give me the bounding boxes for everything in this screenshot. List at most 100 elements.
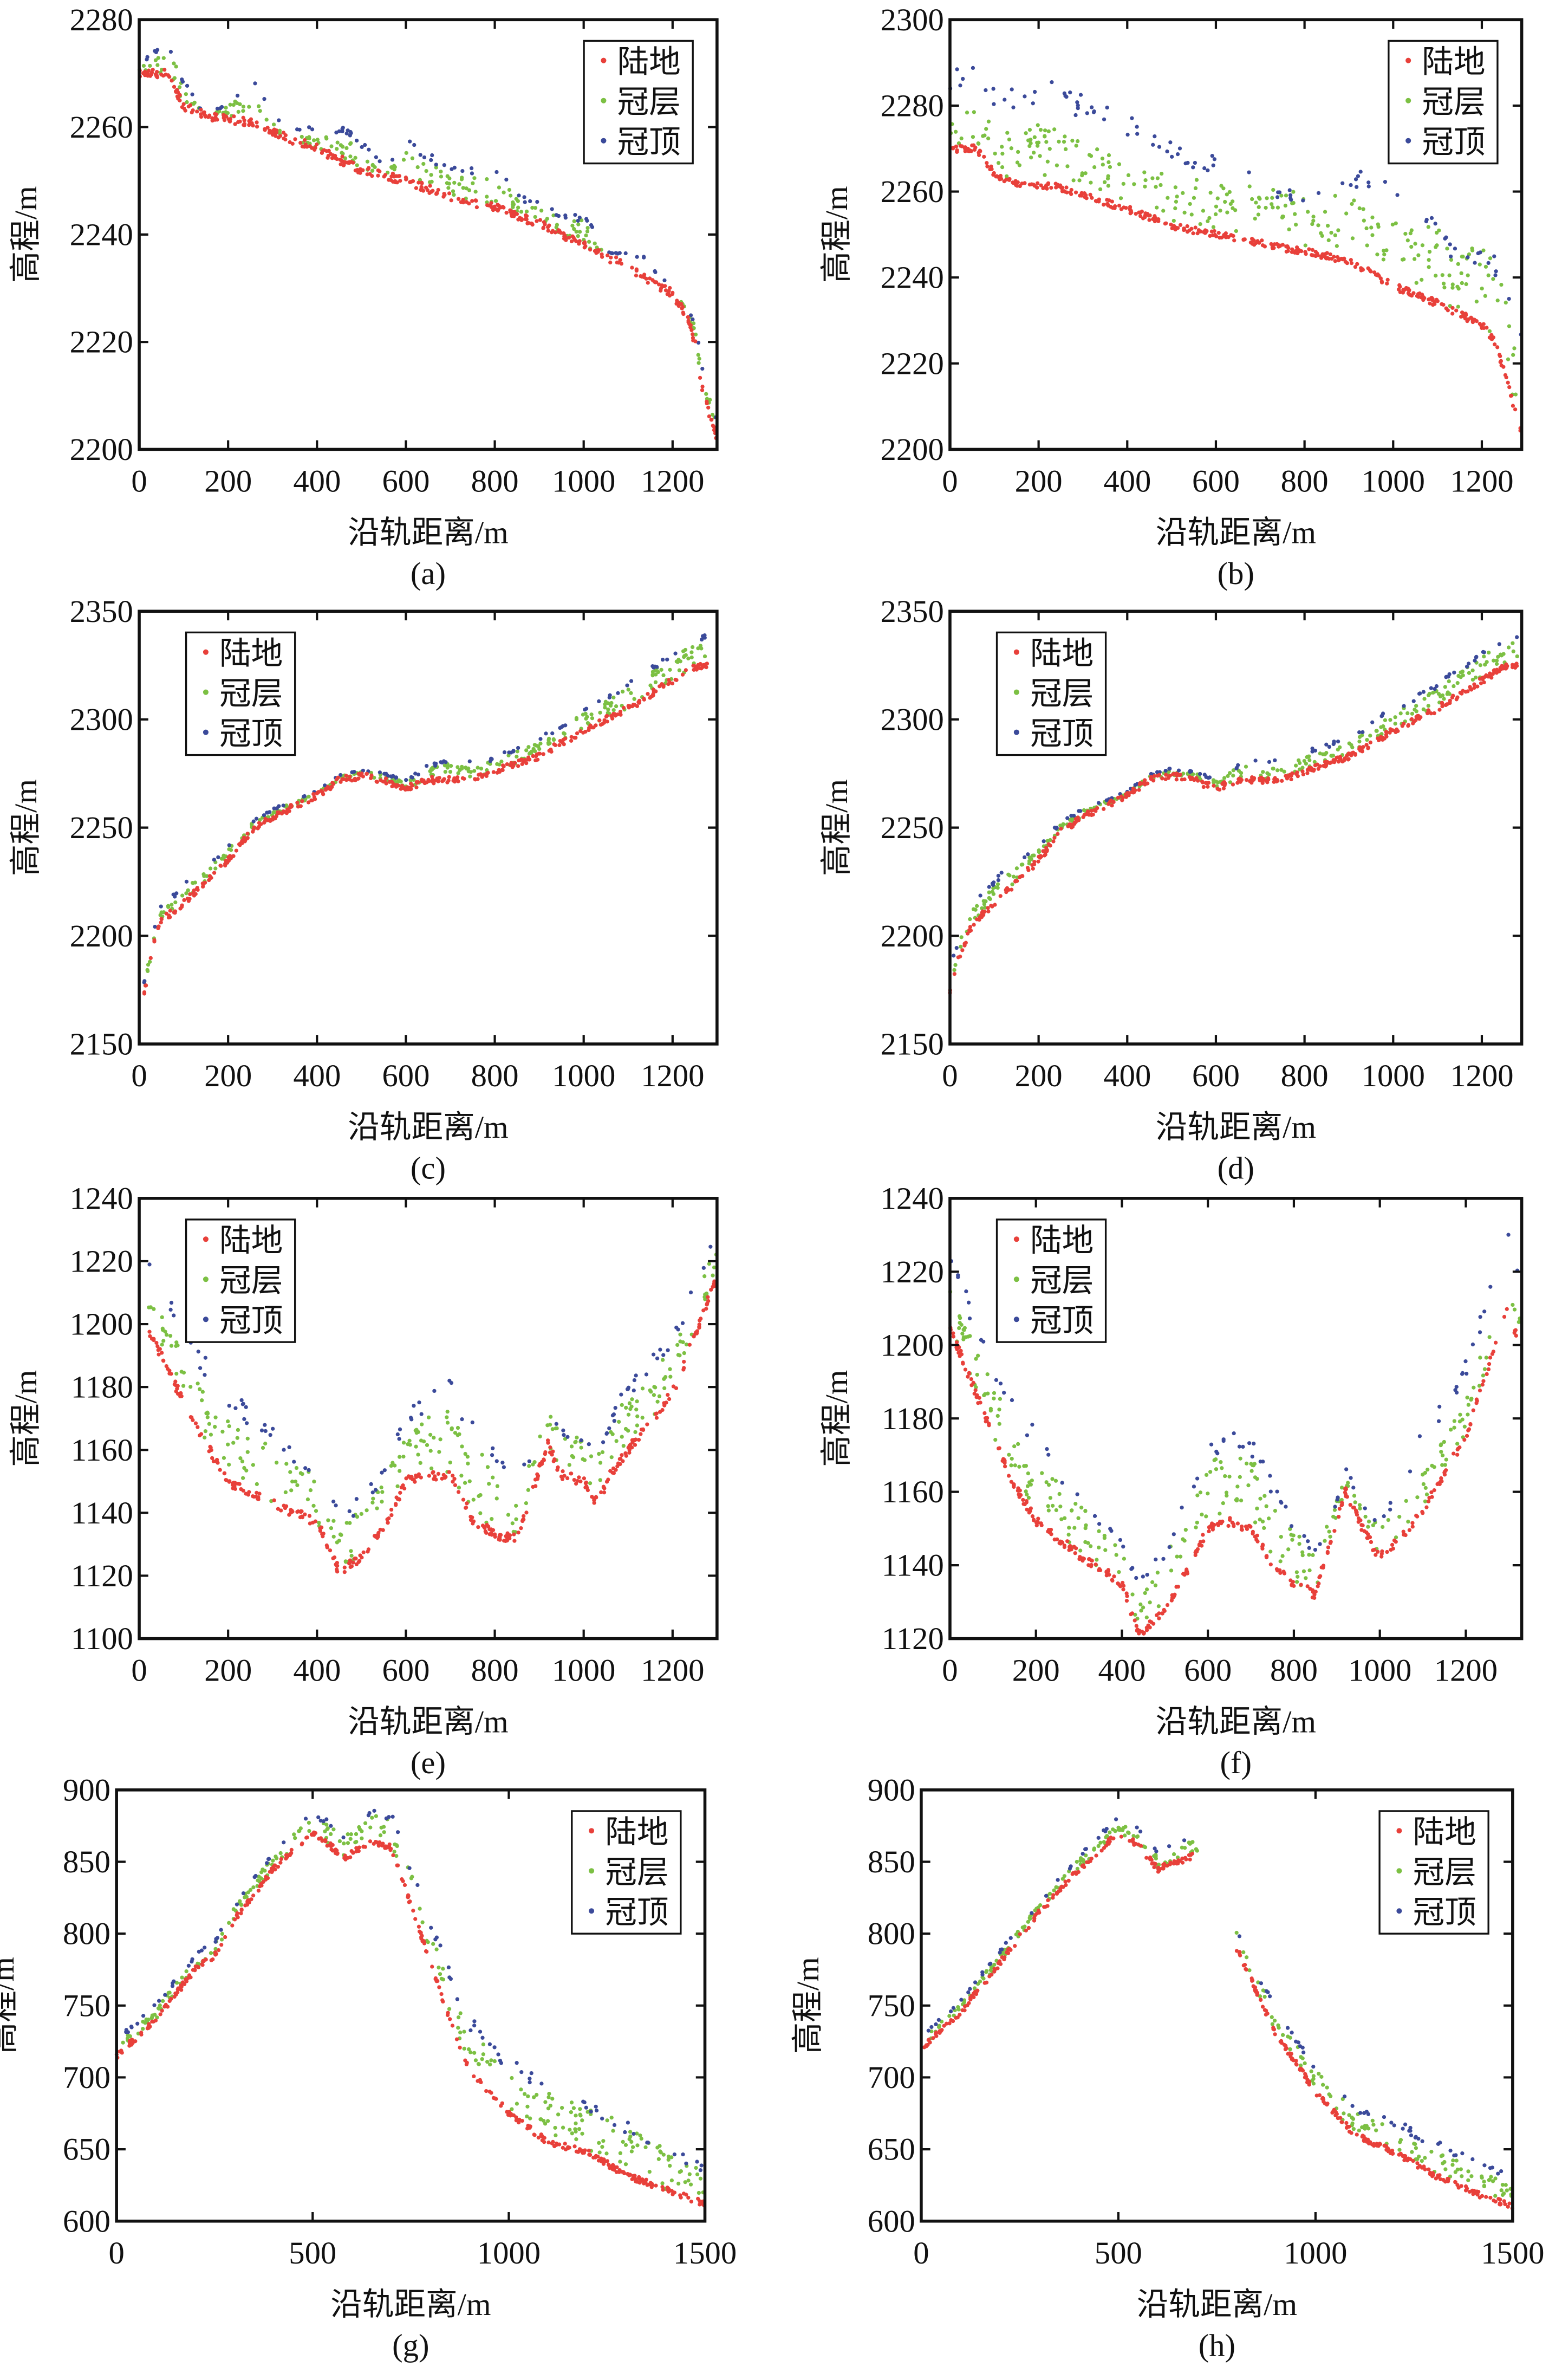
canopy-point [425, 1443, 429, 1447]
canopy-point [1426, 1467, 1430, 1472]
y-tick-label: 2260 [70, 109, 133, 145]
canopy-point [988, 1406, 993, 1411]
canopy-point [629, 691, 633, 695]
canopy-top-point [990, 881, 995, 886]
canopy-point [1227, 1474, 1232, 1479]
canopy-point [1258, 197, 1262, 201]
canopy-point [627, 2137, 632, 2142]
x-tick-label: 800 [471, 464, 519, 499]
ground-point [1009, 887, 1014, 892]
ground-point [1480, 1383, 1485, 1387]
canopy-point [1251, 1463, 1256, 1468]
ground-point [1421, 1511, 1425, 1515]
canopy-point [1095, 147, 1099, 152]
canopy-point [442, 763, 447, 768]
ground-point [1478, 1388, 1482, 1393]
canopy-point [1307, 1568, 1312, 1573]
canopy-point [1029, 155, 1033, 160]
canopy-point [1234, 229, 1238, 234]
canopy-point [663, 1375, 668, 1379]
ground-point [1016, 1487, 1021, 1491]
canopy-point [506, 1513, 511, 1517]
panel-label: (a) [411, 556, 446, 591]
ground-point [1051, 839, 1056, 844]
ground-point [1053, 181, 1058, 186]
canopy-point [666, 2157, 671, 2162]
ground-point [432, 781, 436, 786]
canopy-point [675, 1343, 680, 1347]
canopy-top-point [1076, 103, 1080, 108]
canopy-point [418, 1906, 422, 1911]
canopy-point [477, 1494, 481, 1499]
ground-point [1117, 203, 1122, 208]
canopy-top-point [1167, 1545, 1171, 1549]
canopy-point [1304, 1576, 1308, 1580]
canopy-top-point [626, 1387, 630, 1391]
canopy-point [554, 2133, 558, 2138]
ground-point [1414, 718, 1418, 722]
canopy-top-point [1163, 768, 1168, 773]
canopy-point [1327, 1529, 1331, 1534]
ground-point [1000, 1458, 1005, 1463]
ground-point [1055, 1537, 1059, 1541]
canopy-top-point [629, 679, 634, 683]
x-tick-label: 1000 [552, 1653, 615, 1688]
canopy-point [585, 721, 590, 725]
canopy-point [1470, 668, 1475, 673]
ground-point [347, 161, 352, 165]
ground-point [565, 1476, 570, 1481]
ground-point [955, 150, 959, 154]
ground-point [1439, 1476, 1443, 1481]
canopy-point [379, 1485, 383, 1490]
canopy-point [283, 1490, 288, 1495]
canopy-point [1280, 1554, 1285, 1558]
ground-point [1361, 1523, 1365, 1528]
canopy-point [420, 1920, 425, 1924]
canopy-top-point [1211, 163, 1215, 167]
x-tick-label: 600 [1184, 1653, 1232, 1688]
canopy-top-point [1349, 183, 1353, 187]
ground-point [339, 780, 343, 784]
ground-point [188, 892, 192, 897]
ground-point [1104, 1573, 1109, 1578]
ground-point [455, 775, 459, 780]
ground-point [1400, 724, 1404, 728]
canopy-top-point [1212, 157, 1217, 161]
ground-point [681, 305, 685, 309]
ground-point [489, 205, 494, 209]
canopy-point [1043, 173, 1047, 177]
canopy-point [499, 759, 504, 764]
legend-marker-ground [1013, 649, 1019, 655]
x-tick-label: 400 [1098, 1653, 1146, 1688]
canopy-top-point [1109, 1529, 1114, 1533]
ground-point [1121, 1584, 1126, 1588]
canopy-point [274, 1461, 279, 1465]
canopy-point [1452, 684, 1456, 689]
canopy-point [231, 1441, 236, 1445]
canopy-point [1430, 1463, 1434, 1468]
canopy-point [1349, 743, 1353, 747]
canopy-point [497, 185, 502, 190]
canopy-top-point [1023, 94, 1027, 99]
canopy-point [961, 1327, 966, 1332]
canopy-top-point [1355, 185, 1359, 189]
ground-point [272, 1498, 276, 1502]
canopy-point [1405, 238, 1410, 243]
ground-point [968, 925, 973, 929]
canopy-point [1466, 1403, 1470, 1407]
canopy-top-point [251, 819, 256, 823]
canopy-point [1155, 205, 1159, 210]
canopy-point [340, 151, 344, 155]
ground-point [456, 1490, 461, 1494]
canopy-point [1166, 196, 1170, 200]
canopy-top-point [244, 1421, 249, 1425]
canopy-point [439, 174, 444, 179]
canopy-point [510, 202, 515, 207]
canopy-top-point [153, 924, 157, 929]
panel-label: (b) [1218, 556, 1254, 591]
ground-point [1164, 221, 1168, 225]
canopy-point [577, 230, 582, 234]
ground-point [223, 864, 227, 868]
canopy-point [1478, 1356, 1482, 1360]
